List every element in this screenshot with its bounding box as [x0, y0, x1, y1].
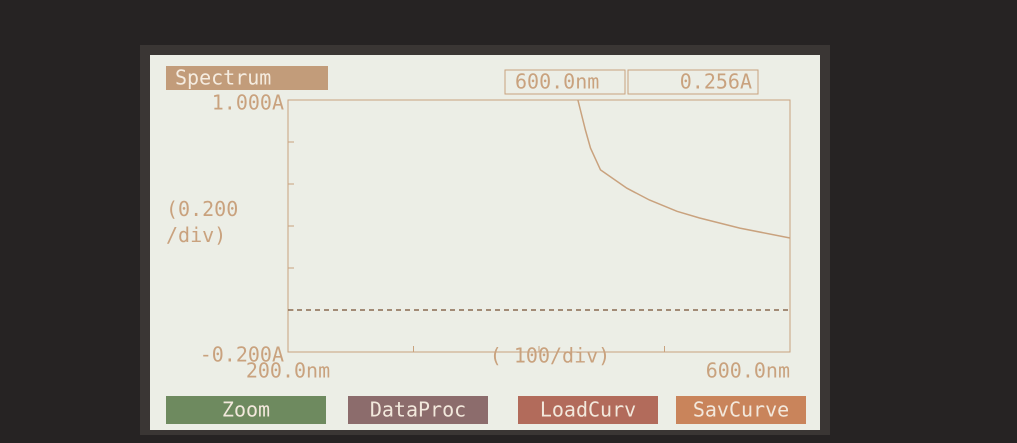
x-tick-label: 200.0nm: [246, 359, 330, 383]
soft-key-label: Zoom: [222, 398, 270, 422]
spectrum-line: [577, 99, 791, 239]
cursor-box: [504, 69, 626, 95]
y-tick-label: -0.200A: [200, 343, 284, 367]
cursor-absorbance: 0.256A: [680, 70, 752, 94]
screen: [150, 55, 820, 430]
mode-box: [166, 66, 328, 90]
soft-key[interactable]: LoadCurv: [518, 396, 658, 424]
x-tick-label: 600.0nm: [706, 359, 790, 383]
soft-key-label: DataProc: [370, 398, 466, 422]
cursor-wavelength: 600.0nm: [515, 70, 599, 94]
soft-key-bg: [518, 396, 658, 424]
cursor-box: [627, 69, 759, 95]
soft-key-bg: [348, 396, 488, 424]
soft-key[interactable]: SavCurve: [676, 396, 806, 424]
soft-key-bg: [676, 396, 806, 424]
y-axis-label: (0.200/div): [166, 197, 238, 247]
soft-key[interactable]: Zoom: [166, 396, 326, 424]
mode-label: Spectrum: [175, 66, 271, 90]
x-axis-label: ( 100/div): [490, 344, 610, 368]
soft-key[interactable]: DataProc: [348, 396, 488, 424]
y-tick-label: 1.000A: [212, 91, 284, 115]
soft-key-bg: [166, 396, 326, 424]
soft-key-label: LoadCurv: [540, 398, 636, 422]
soft-key-label: SavCurve: [693, 398, 789, 422]
